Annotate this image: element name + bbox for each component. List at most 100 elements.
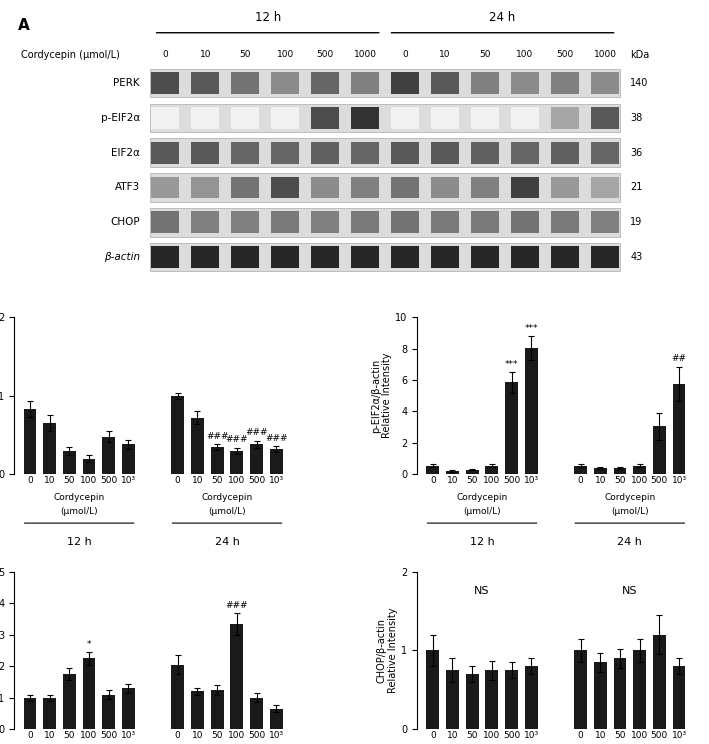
Bar [471,211,499,233]
Bar [351,176,379,199]
Bar [673,384,686,475]
Bar [591,107,619,129]
Bar [486,670,498,729]
Bar [191,211,219,233]
Bar [633,650,646,729]
Text: 0: 0 [402,50,408,60]
Bar [351,72,379,94]
Text: NS: NS [474,586,490,596]
Bar [150,69,620,97]
Text: ###: ### [225,600,248,609]
Text: 36: 36 [630,148,642,158]
Text: 12 h: 12 h [67,537,91,548]
Bar [23,409,36,475]
Text: Cordycepin: Cordycepin [54,493,105,502]
Text: 43: 43 [630,252,642,262]
Bar [431,176,459,199]
Bar [271,142,299,164]
Text: NS: NS [622,586,637,596]
Bar [231,176,259,199]
Bar [591,176,619,199]
Bar [471,107,499,129]
Text: *: * [86,640,91,649]
Bar [594,468,607,475]
Text: β-actin: β-actin [104,252,140,262]
Bar [271,107,299,129]
Bar [431,142,459,164]
Bar [551,211,579,233]
Bar [102,694,115,729]
Bar [511,142,539,164]
Bar [486,466,498,475]
Bar [270,709,283,729]
Text: (μmol/L): (μmol/L) [463,507,501,516]
Bar [271,246,299,268]
Bar [172,664,184,729]
Bar [551,176,579,199]
Bar [351,142,379,164]
Bar [431,72,459,94]
Text: kDa: kDa [630,50,649,60]
Bar [63,451,76,475]
Bar [591,142,619,164]
Text: 24 h: 24 h [215,537,240,548]
Bar [633,466,646,475]
Bar [151,246,179,268]
Bar [271,176,299,199]
Bar [391,142,419,164]
Text: p-EIF2α: p-EIF2α [101,113,140,123]
Text: (μmol/L): (μmol/L) [208,507,246,516]
Bar [426,466,439,475]
Bar [653,426,666,475]
Bar [613,468,626,475]
Text: Cordycepin: Cordycepin [457,493,508,502]
Bar [172,396,184,475]
Bar [391,246,419,268]
Text: (μmol/L): (μmol/L) [611,507,649,516]
Bar [231,246,259,268]
Bar [471,142,499,164]
Bar [102,437,115,475]
Text: 19: 19 [630,217,642,227]
Text: 38: 38 [630,113,642,123]
Bar [122,688,135,729]
Bar [191,417,203,475]
Text: 10: 10 [440,50,451,60]
Bar [653,635,666,729]
Y-axis label: p-EIF2α/β-actin
Relative Intensity: p-EIF2α/β-actin Relative Intensity [371,353,392,438]
Bar [551,72,579,94]
Y-axis label: CHOP/β-actin
Relative Intensity: CHOP/β-actin Relative Intensity [376,608,398,693]
Bar [151,176,179,199]
Bar [83,458,96,475]
Text: 10: 10 [199,50,211,60]
Bar [551,107,579,129]
Bar [426,650,439,729]
Bar [431,211,459,233]
Bar [150,208,620,237]
Bar [574,466,587,475]
Text: 24 h: 24 h [618,537,642,548]
Bar [511,176,539,199]
Bar [673,666,686,729]
Bar [311,211,340,233]
Text: ***: *** [505,360,518,369]
Text: 100: 100 [277,50,294,60]
Text: ***: *** [525,324,538,333]
Bar [250,698,263,729]
Text: ##: ## [671,354,686,364]
Bar [191,72,219,94]
Bar [191,246,219,268]
Text: EIF2α: EIF2α [111,148,140,158]
Text: ATF3: ATF3 [115,182,140,193]
Bar [594,662,607,729]
Text: 12 h: 12 h [255,11,281,25]
Bar [191,176,219,199]
Text: ###: ### [265,434,287,443]
Bar [506,670,518,729]
Text: Cordycepin (μmol/L): Cordycepin (μmol/L) [21,50,120,60]
Bar [391,72,419,94]
Bar [613,658,626,729]
Text: 21: 21 [630,182,642,193]
Bar [270,449,283,475]
Bar [231,142,259,164]
